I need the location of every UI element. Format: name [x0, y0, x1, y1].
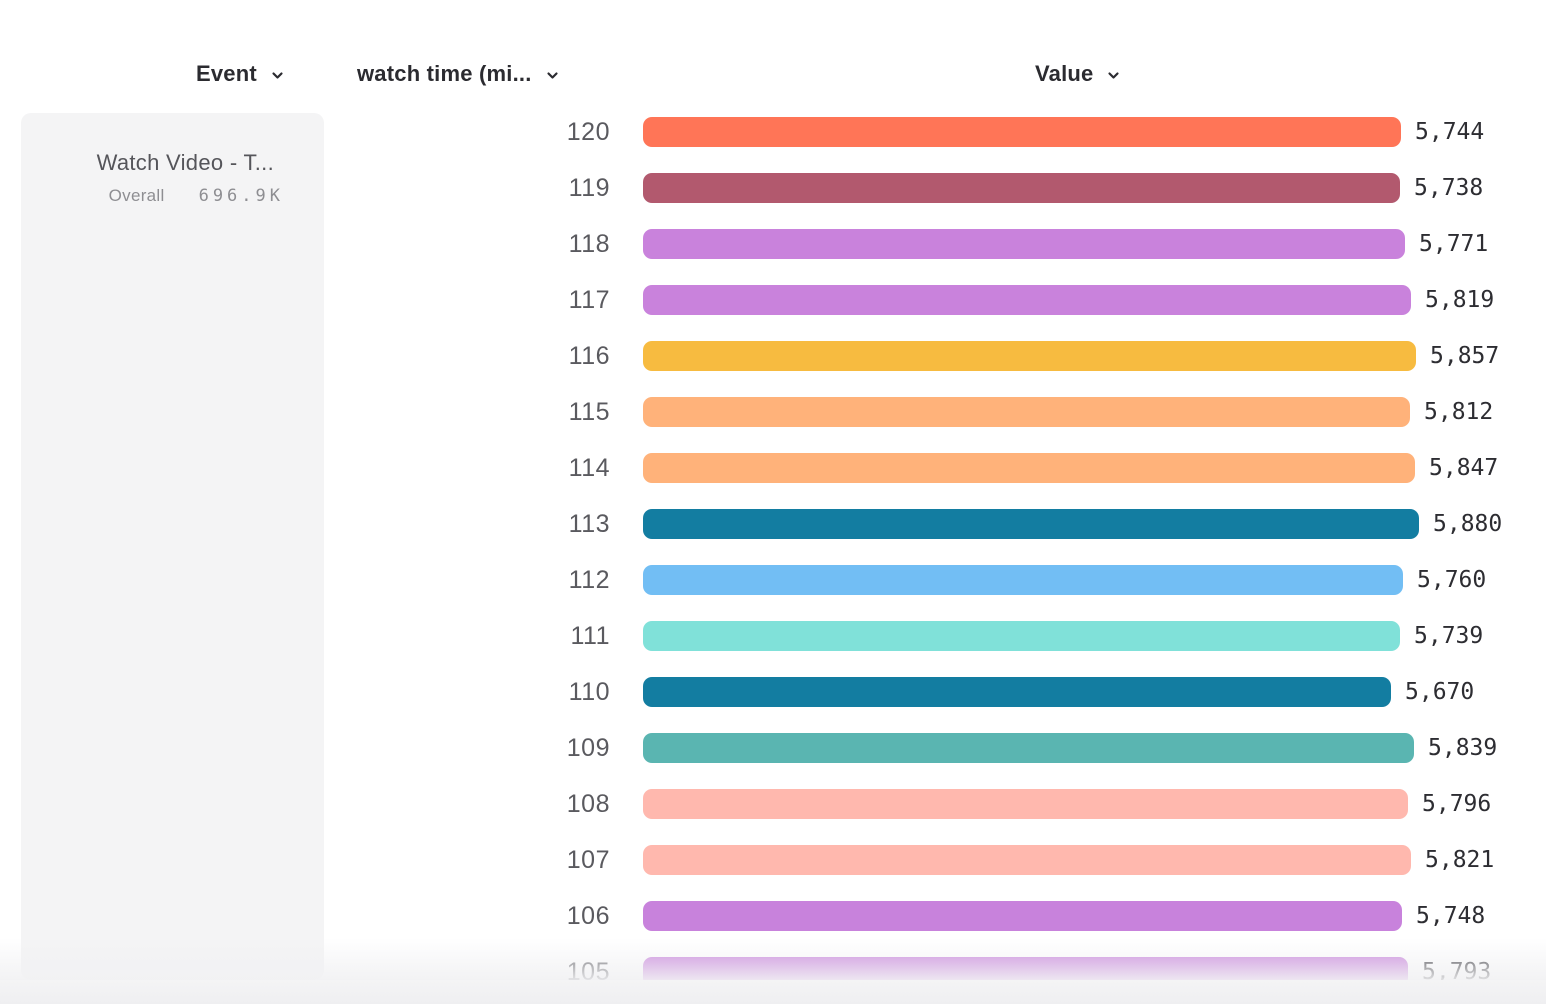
event-column-header[interactable]: Event	[196, 60, 285, 87]
bar[interactable]	[643, 117, 1401, 147]
value-label: 5,739	[1414, 623, 1484, 649]
bar[interactable]	[643, 845, 1411, 875]
category-label: 117	[568, 286, 610, 314]
chart-row: 108 5,796	[0, 789, 1546, 819]
category-label: 109	[566, 734, 610, 762]
value-label: 5,748	[1416, 903, 1486, 929]
event-overall-row: Overall 696.9K	[21, 186, 324, 206]
bar[interactable]	[643, 621, 1400, 651]
value-column-label: Value	[1035, 60, 1094, 86]
chart-row: 113 5,880	[0, 509, 1546, 539]
category-label: 107	[566, 846, 610, 874]
event-name: Watch Video - T...	[96, 150, 274, 175]
breakdown-column-label: watch time (mi...	[357, 60, 532, 86]
value-label: 5,819	[1425, 287, 1495, 313]
category-label: 108	[566, 790, 610, 818]
category-label: 111	[570, 622, 610, 650]
breakdown-column-header[interactable]: watch time (mi...	[357, 60, 560, 87]
chart-row: 110 5,670	[0, 677, 1546, 707]
bottom-band	[0, 980, 1546, 1004]
chart-row: 107 5,821	[0, 845, 1546, 875]
chart-row: 111 5,739	[0, 621, 1546, 651]
value-column-header[interactable]: Value	[1035, 60, 1121, 87]
chart-row: 112 5,760	[0, 565, 1546, 595]
chevron-down-icon	[1108, 71, 1120, 79]
chart-row: 118 5,771	[0, 229, 1546, 259]
event-panel[interactable]: Watch Video - T... Overall 696.9K	[21, 113, 324, 980]
chart-row: 106 5,748	[0, 901, 1546, 931]
chevron-down-icon	[546, 71, 558, 79]
bar[interactable]	[643, 901, 1402, 931]
chart-row: 120 5,744	[0, 117, 1546, 147]
category-label: 106	[566, 902, 610, 930]
chart-row: 109 5,839	[0, 733, 1546, 763]
value-label: 5,771	[1419, 231, 1489, 257]
bar[interactable]	[643, 677, 1391, 707]
bar[interactable]	[643, 733, 1414, 763]
category-label: 119	[568, 174, 610, 202]
category-label: 113	[568, 510, 610, 538]
event-column-label: Event	[196, 60, 257, 86]
value-label: 5,857	[1430, 343, 1500, 369]
value-label: 5,812	[1424, 399, 1494, 425]
bar[interactable]	[643, 565, 1403, 595]
bar[interactable]	[643, 229, 1405, 259]
chevron-down-icon	[272, 71, 283, 79]
category-label: 116	[568, 342, 610, 370]
value-label: 5,796	[1422, 791, 1492, 817]
bar[interactable]	[643, 397, 1410, 427]
category-label: 110	[568, 678, 610, 706]
category-label: 114	[568, 454, 610, 482]
chart-row: 117 5,819	[0, 285, 1546, 315]
bar[interactable]	[643, 285, 1411, 315]
value-label: 5,847	[1429, 455, 1499, 481]
chart-row: 115 5,812	[0, 397, 1546, 427]
chart-row: 116 5,857	[0, 341, 1546, 371]
category-label: 118	[568, 230, 610, 258]
bar[interactable]	[643, 173, 1400, 203]
chart-row: 119 5,738	[0, 173, 1546, 203]
category-label: 112	[568, 566, 610, 594]
value-label: 5,821	[1425, 847, 1495, 873]
bar[interactable]	[643, 453, 1415, 483]
bar[interactable]	[643, 509, 1419, 539]
value-label: 5,839	[1428, 735, 1498, 761]
value-label: 5,744	[1415, 119, 1485, 145]
bar[interactable]	[643, 789, 1408, 819]
value-label: 5,880	[1433, 511, 1503, 537]
category-label: 120	[566, 118, 610, 146]
chart-row: 114 5,847	[0, 453, 1546, 483]
bar[interactable]	[643, 341, 1416, 371]
value-label: 5,760	[1417, 567, 1487, 593]
overall-value: 696.9K	[198, 186, 284, 206]
value-label: 5,670	[1405, 679, 1475, 705]
category-label: 115	[568, 398, 610, 426]
value-label: 5,738	[1414, 175, 1484, 201]
overall-label: Overall	[108, 186, 165, 205]
